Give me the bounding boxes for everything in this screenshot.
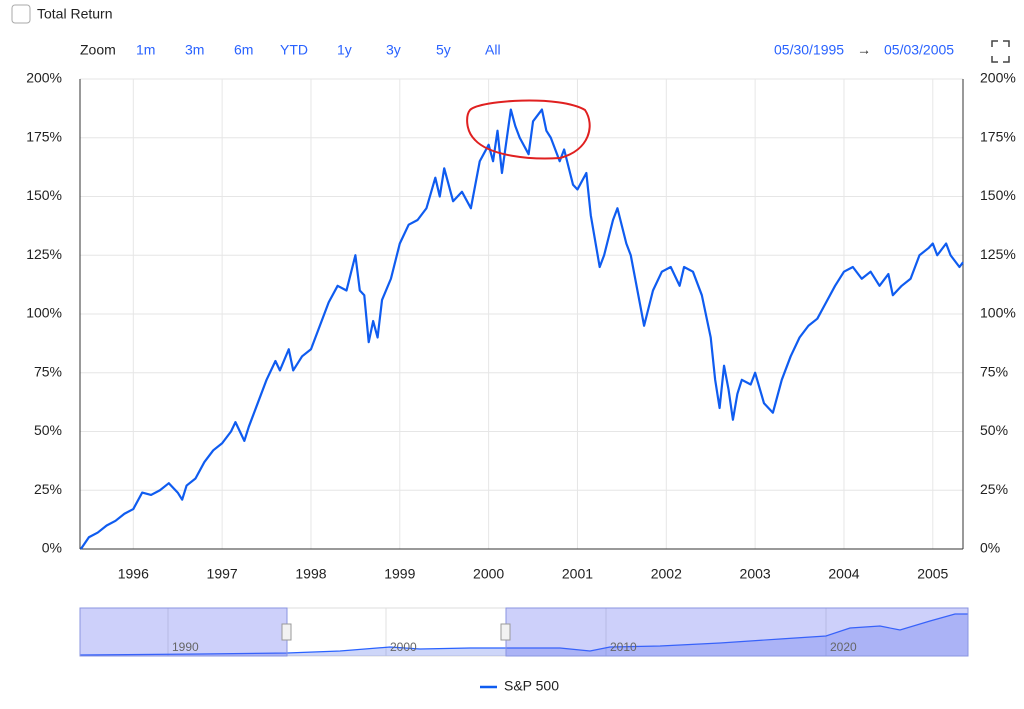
navigator (79, 607, 969, 657)
checkbox[interactable] (11, 4, 31, 24)
y-tick-label: 0% (42, 540, 62, 556)
y2-tick-label: 125% (980, 246, 1016, 262)
line-series (79, 108, 964, 550)
y2-tick-label: 150% (980, 187, 1016, 203)
zoom-button[interactable]: 1m (136, 42, 155, 58)
y-tick-label: 50% (34, 422, 62, 438)
x-tick-label: 1997 (207, 566, 238, 582)
x-tick-label: 2003 (740, 566, 771, 582)
nav-label: 1990 (172, 640, 199, 654)
date-arrow: → (857, 42, 871, 58)
date-from[interactable]: 05/30/1995 (774, 42, 844, 58)
y2-tick-label: 175% (980, 128, 1016, 144)
x-tick-label: 2005 (917, 566, 948, 582)
y-tick-label: 200% (26, 70, 62, 86)
y2-tick-label: 50% (980, 422, 1008, 438)
x-tick-label: 2004 (828, 566, 859, 582)
y2-tick-label: 200% (980, 70, 1016, 86)
zoom-button[interactable]: 3y (386, 42, 401, 58)
y-tick-label: 125% (26, 246, 62, 262)
zoom-button[interactable]: YTD (280, 42, 308, 58)
nav-handle[interactable] (500, 623, 511, 641)
nav-label: 2010 (610, 640, 637, 654)
date-to[interactable]: 05/03/2005 (884, 42, 954, 58)
legend-label: S&P 500 (504, 678, 559, 694)
y2-tick-label: 0% (980, 540, 1000, 556)
x-tick-label: 1999 (384, 566, 415, 582)
zoom-button[interactable]: All (485, 42, 501, 58)
fullscreen-icon[interactable] (991, 40, 1010, 63)
x-tick-label: 1996 (118, 566, 149, 582)
x-tick-label: 2000 (473, 566, 504, 582)
zoom-button[interactable]: 1y (337, 42, 352, 58)
nav-label: 2000 (390, 640, 417, 654)
x-tick-label: 2001 (562, 566, 593, 582)
x-tick-label: 1998 (295, 566, 326, 582)
y2-tick-label: 100% (980, 305, 1016, 321)
zoom-button[interactable]: 5y (436, 42, 451, 58)
y2-tick-label: 25% (980, 481, 1008, 497)
x-tick-label: 2002 (651, 566, 682, 582)
y2-tick-label: 75% (980, 363, 1008, 379)
nav-label: 2020 (830, 640, 857, 654)
y-tick-label: 75% (34, 363, 62, 379)
y-tick-label: 100% (26, 305, 62, 321)
total-return-label: Total Return (37, 6, 112, 22)
annotation-circle (466, 99, 591, 160)
zoom-button[interactable]: 3m (185, 42, 204, 58)
y-tick-label: 175% (26, 128, 62, 144)
zoom-button[interactable]: 6m (234, 42, 253, 58)
y-tick-label: 25% (34, 481, 62, 497)
nav-handle[interactable] (281, 623, 292, 641)
y-tick-label: 150% (26, 187, 62, 203)
zoom-label: Zoom (80, 42, 116, 58)
